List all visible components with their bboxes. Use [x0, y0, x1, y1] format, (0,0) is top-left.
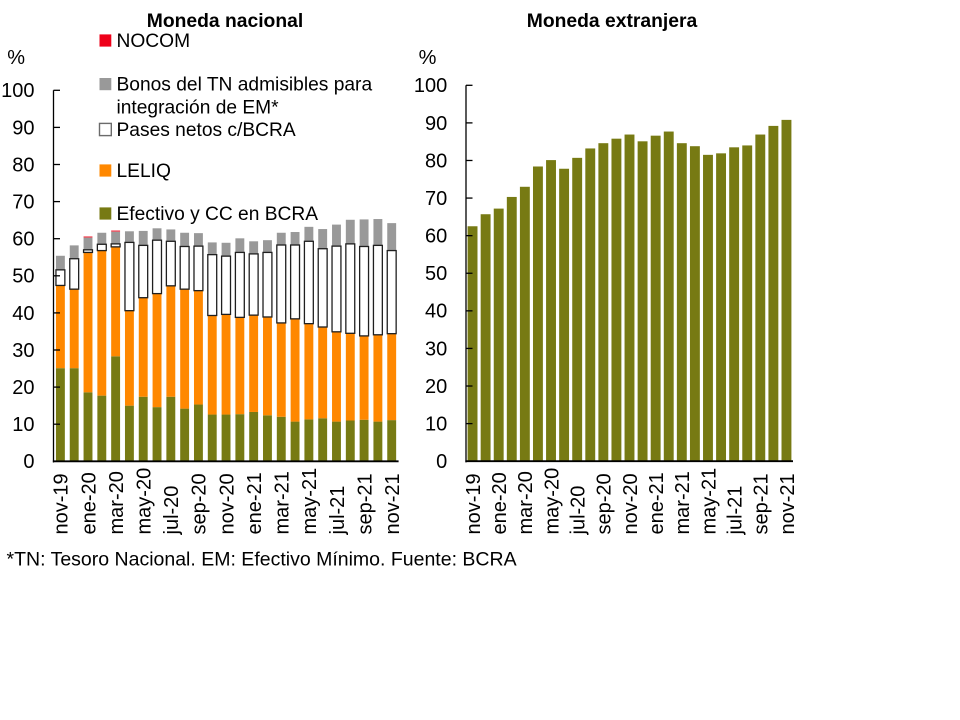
- svg-text:30: 30: [12, 340, 34, 362]
- svg-text:jul-20: jul-20: [161, 486, 183, 536]
- svg-text:%: %: [419, 47, 437, 69]
- svg-text:10: 10: [12, 414, 34, 436]
- svg-text:ene-20: ene-20: [489, 472, 511, 534]
- svg-text:0: 0: [23, 451, 34, 473]
- svg-text:sep-20: sep-20: [189, 473, 211, 534]
- svg-text:jul-21: jul-21: [724, 486, 746, 536]
- svg-text:20: 20: [425, 376, 447, 398]
- svg-text:sep-21: sep-21: [354, 473, 376, 534]
- svg-text:30: 30: [425, 338, 447, 360]
- svg-text:nov-19: nov-19: [463, 473, 485, 534]
- svg-text:may-20: may-20: [134, 468, 156, 535]
- svg-text:90: 90: [425, 113, 447, 135]
- svg-text:may-21: may-21: [299, 468, 321, 535]
- svg-text:may-21: may-21: [698, 468, 720, 535]
- svg-text:jul-20: jul-20: [567, 486, 589, 536]
- svg-text:nov-19: nov-19: [51, 473, 73, 534]
- svg-text:Moneda extranjera: Moneda extranjera: [527, 11, 698, 32]
- svg-text:Pases netos c/BCRA: Pases netos c/BCRA: [117, 120, 296, 141]
- svg-text:60: 60: [425, 226, 447, 248]
- svg-text:10: 10: [425, 414, 447, 436]
- svg-text:nov-21: nov-21: [777, 473, 799, 534]
- svg-text:mar-20: mar-20: [106, 471, 128, 534]
- svg-text:mar-21: mar-21: [272, 471, 294, 534]
- svg-text:mar-21: mar-21: [672, 471, 694, 534]
- svg-text:LELIQ: LELIQ: [117, 161, 171, 182]
- svg-text:50: 50: [425, 263, 447, 285]
- svg-text:80: 80: [12, 154, 34, 176]
- svg-text:ene-20: ene-20: [78, 472, 100, 534]
- svg-text:%: %: [7, 47, 25, 69]
- svg-text:80: 80: [425, 150, 447, 172]
- svg-text:integración de EM*: integración de EM*: [117, 98, 280, 119]
- svg-text:40: 40: [425, 301, 447, 323]
- svg-text:Bonos del TN admisibles para: Bonos del TN admisibles para: [117, 75, 373, 96]
- svg-text:nov-20: nov-20: [620, 473, 642, 534]
- svg-text:sep-20: sep-20: [594, 473, 616, 534]
- svg-text:ene-21: ene-21: [244, 472, 266, 534]
- svg-text:ene-21: ene-21: [646, 472, 668, 534]
- svg-text:may-20: may-20: [541, 468, 563, 535]
- svg-text:*TN: Tesoro Nacional. EM: Efec: *TN: Tesoro Nacional. EM: Efectivo Mínim…: [7, 548, 517, 570]
- svg-text:60: 60: [12, 229, 34, 251]
- svg-text:nov-21: nov-21: [382, 473, 404, 534]
- svg-text:40: 40: [12, 303, 34, 325]
- svg-text:NOCOM: NOCOM: [117, 31, 191, 52]
- svg-text:jul-21: jul-21: [327, 486, 349, 536]
- svg-text:sep-21: sep-21: [751, 473, 773, 534]
- svg-text:0: 0: [436, 451, 447, 473]
- svg-text:100: 100: [414, 75, 447, 97]
- svg-text:mar-20: mar-20: [515, 471, 537, 534]
- svg-text:50: 50: [12, 266, 34, 288]
- svg-text:nov-20: nov-20: [216, 473, 238, 534]
- svg-text:70: 70: [425, 188, 447, 210]
- svg-text:Efectivo y CC en BCRA: Efectivo y CC en BCRA: [117, 204, 319, 225]
- svg-text:20: 20: [12, 377, 34, 399]
- svg-text:70: 70: [12, 192, 34, 214]
- svg-text:90: 90: [12, 117, 34, 139]
- svg-text:100: 100: [1, 80, 34, 102]
- svg-text:Moneda nacional: Moneda nacional: [147, 11, 303, 32]
